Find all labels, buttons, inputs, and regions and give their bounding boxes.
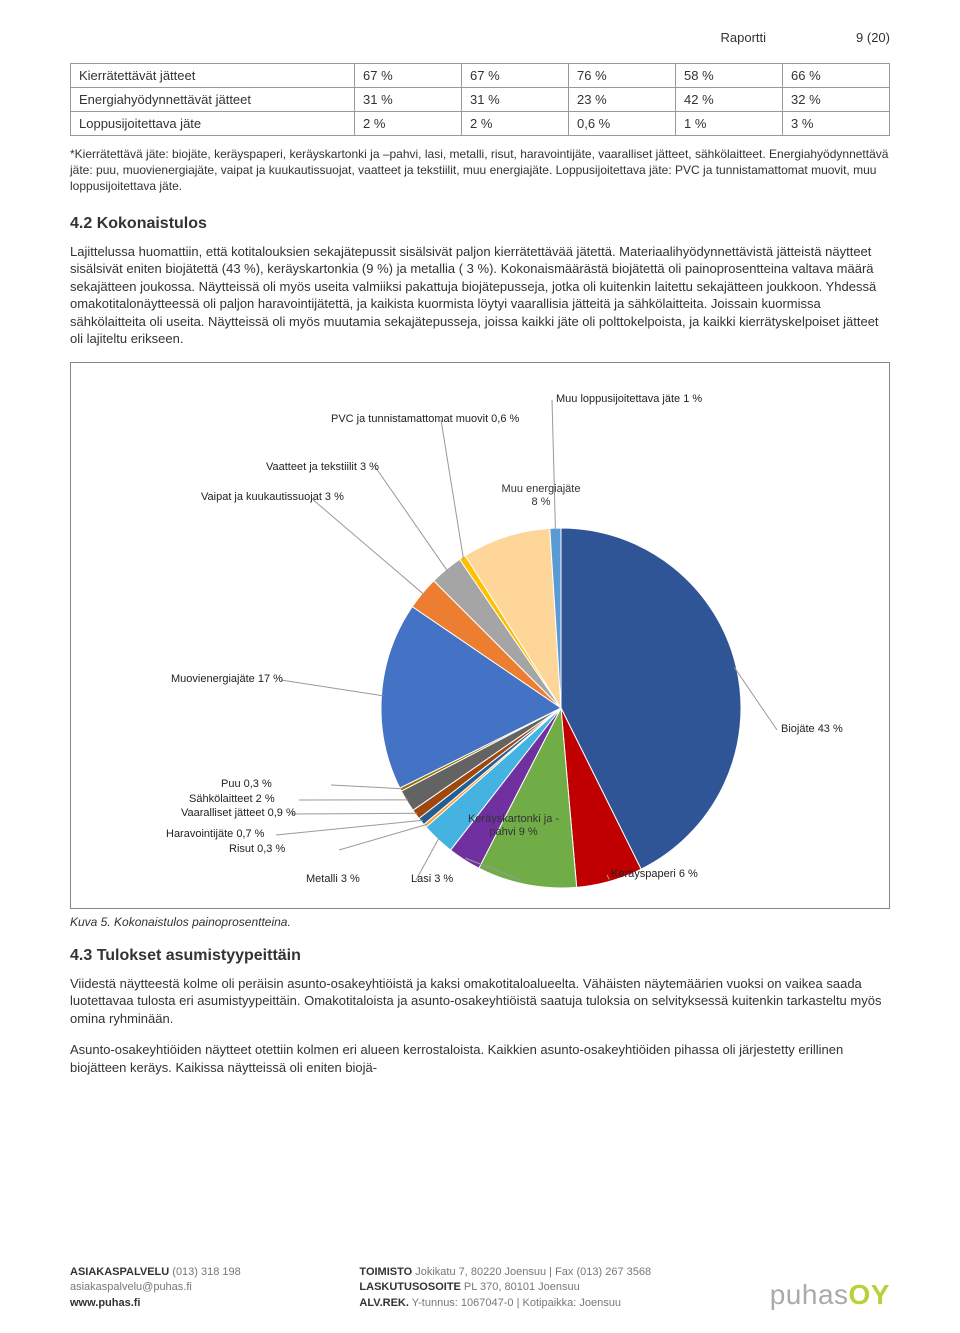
report-title: Raportti <box>721 30 767 45</box>
pie-label: Muovienergiajäte 17 % <box>171 673 283 686</box>
page-number: 9 (20) <box>856 30 890 45</box>
table-row: Energiahyödynnettävät jätteet31 %31 %23 … <box>71 88 890 112</box>
pie-label-inside: Muu energiajäte 8 % <box>501 483 581 509</box>
pie-label: Sähkölaitteet 2 % <box>189 793 275 806</box>
table-row: Loppusijoitettava jäte2 %2 %0,6 %1 %3 % <box>71 112 890 136</box>
page-footer: ASIAKASPALVELU (013) 318 198 asiakaspalv… <box>70 1265 890 1311</box>
page-header: Raportti 9 (20) <box>70 30 890 45</box>
pie-chart-figure: Biojäte 43 % Keräyspaperi 6 % Lasi 3 % Meta… <box>70 362 890 909</box>
pie-label: Risut 0,3 % <box>229 843 285 856</box>
pie-label: Puu 0,3 % <box>221 778 272 791</box>
table-footnote: *Kierrätettävä jäte: biojäte, keräyspape… <box>70 146 890 195</box>
logo: puhasOY <box>770 1279 890 1311</box>
figure-caption: Kuva 5. Kokonaistulos painoprosentteina. <box>70 915 890 929</box>
pie-label: Haravointijäte 0,7 % <box>166 828 264 841</box>
pie-label-inside: Keräyskartonki ja -pahvi 9 % <box>466 813 561 839</box>
pie-label: Keräyspaperi 6 % <box>611 868 698 881</box>
section-4-3-p1: Viidestä näytteestä kolme oli peräisin a… <box>70 975 890 1028</box>
table-row: Kierrätettävät jätteet67 %67 %76 %58 %66… <box>71 64 890 88</box>
pie-label: Muu loppusijoitettava jäte 1 % <box>556 393 702 406</box>
pie-label: Vaipat ja kuukautissuojat 3 % <box>201 491 344 504</box>
footer-mid: TOIMISTO Jokikatu 7, 80220 Joensuu | Fax… <box>359 1265 651 1311</box>
footer-left: ASIAKASPALVELU (013) 318 198 asiakaspalv… <box>70 1265 241 1311</box>
section-4-2-heading: 4.2 Kokonaistulos <box>70 215 890 233</box>
pie-label: Lasi 3 % <box>411 873 453 886</box>
summary-table: Kierrätettävät jätteet67 %67 %76 %58 %66… <box>70 63 890 136</box>
pie-label: Biojäte 43 % <box>781 723 843 736</box>
section-4-2-body: Lajittelussa huomattiin, että kotitalouk… <box>70 243 890 348</box>
pie-label: Metalli 3 % <box>306 873 360 886</box>
pie-label: PVC ja tunnistamattomat muovit 0,6 % <box>331 413 519 426</box>
pie-label: Vaaralliset jätteet 0,9 % <box>181 807 296 820</box>
section-4-3-p2: Asunto-osakeyhtiöiden näytteet otettiin … <box>70 1041 890 1076</box>
section-4-3-heading: 4.3 Tulokset asumistyypeittäin <box>70 947 890 965</box>
pie-label: Vaatteet ja tekstiilit 3 % <box>266 461 379 474</box>
